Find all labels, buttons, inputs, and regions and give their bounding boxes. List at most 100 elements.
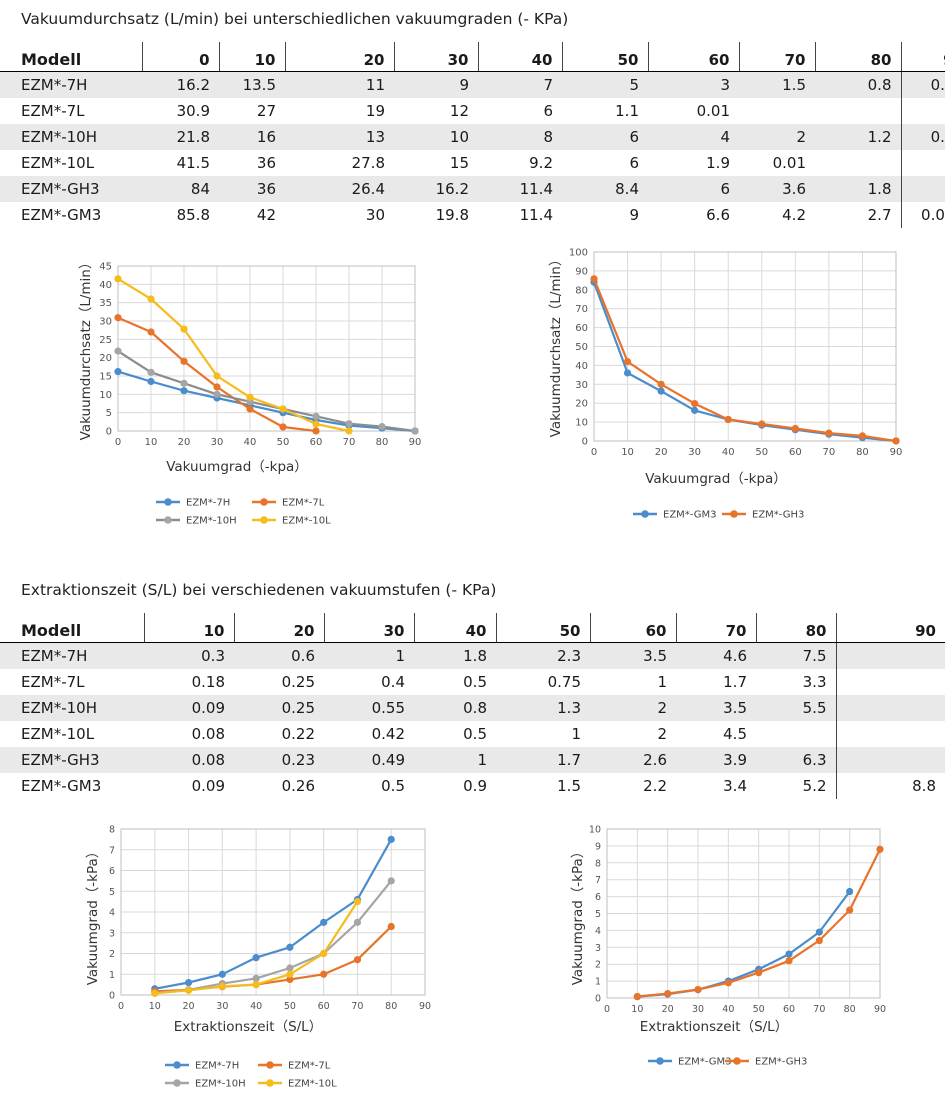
x-tick-label: 10	[631, 1004, 643, 1015]
x-axis-label: Extraktionszeit（S/L）	[640, 1019, 788, 1035]
value-cell: 13	[285, 124, 394, 150]
series-ezm-7l	[114, 314, 320, 435]
x-tick-label: 10	[145, 437, 158, 448]
value-cell: 0.22	[281, 725, 315, 743]
table-row: EZM*-GH3 0.08 0.23 0.49 1 1.7 2.6 3.9 6.3	[0, 747, 945, 773]
x-tick-label: 80	[376, 437, 389, 448]
model-cell: EZM*-10H	[0, 695, 144, 721]
legend-label: EZM*-10L	[282, 516, 331, 527]
header-cell: 30	[393, 42, 478, 72]
legend-item: EZM*-10L	[252, 516, 331, 527]
y-tick-label: 70	[575, 304, 588, 315]
data-point	[320, 970, 328, 978]
data-point	[657, 387, 665, 395]
x-tick-label: 40	[722, 1004, 734, 1015]
value-cell: 0.25	[281, 673, 315, 691]
data-point	[252, 954, 260, 962]
data-point	[246, 393, 254, 401]
data-point	[286, 975, 294, 984]
model-cell: EZM*-7L	[21, 673, 85, 691]
value-cell: 8.4	[562, 176, 648, 202]
legend-marker	[164, 516, 172, 524]
value-cell: 2	[657, 725, 667, 743]
data-point	[623, 358, 632, 366]
value-cell: 0.6	[234, 642, 324, 669]
legend-item: EZM*-10H	[165, 1079, 246, 1090]
legend-label: EZM*-7H	[186, 498, 230, 509]
x-tick-label: 70	[343, 437, 356, 448]
data-point	[213, 372, 221, 380]
value-cell: 0.08	[144, 747, 234, 773]
data-point	[892, 437, 900, 445]
series-ezm-10l	[114, 275, 353, 435]
data-point	[218, 970, 226, 978]
header-cell: 70	[738, 42, 815, 72]
x-tick-label: 50	[753, 1004, 765, 1015]
y-axis-label: Vakuumgrad（-kPa）	[570, 845, 586, 986]
data-point	[286, 970, 294, 978]
y-tick-label: 90	[575, 266, 588, 277]
y-tick-label: 45	[99, 262, 112, 273]
legend-item: EZM*-GH3	[725, 1057, 807, 1068]
data-point	[147, 377, 155, 386]
header-cell: 10	[143, 613, 234, 643]
value-cell: 0.4	[381, 673, 405, 691]
value-cell: 0.26	[281, 777, 315, 795]
y-tick-label: 8	[595, 858, 601, 869]
data-point	[724, 979, 732, 987]
table-row: EZM*-7L 30.9 27 19 12 6 1.1 0.01	[0, 98, 945, 124]
legend-marker	[641, 510, 649, 518]
y-tick-label: 6	[595, 892, 601, 903]
x-tick-label: 70	[351, 1001, 363, 1012]
value-cell: 12	[449, 102, 469, 120]
x-tick-label: 60	[310, 437, 323, 448]
value-cell: 27.8	[351, 154, 385, 172]
x-tick-label: 40	[250, 1001, 262, 1012]
legend-marker	[266, 1079, 274, 1087]
data-point	[623, 369, 632, 377]
value-cell: 6	[648, 176, 739, 202]
chart-1: 0 10 20 30 40 50 60 70 80 90 0 5 10 15 20 25 30 35 40 45 Vak…	[78, 256, 421, 527]
data-point	[755, 969, 763, 977]
y-axis-label: Vakuumgrad（-kPa）	[85, 845, 101, 986]
header-cell: 20	[284, 42, 394, 72]
value-cell: 7	[478, 71, 562, 98]
data-point	[815, 928, 823, 936]
header-cell: 20	[233, 613, 324, 643]
x-tick-label: 90	[874, 1004, 886, 1015]
x-tick-label: 60	[318, 1001, 330, 1012]
x-tick-label: 0	[115, 437, 121, 448]
legend-marker	[260, 516, 268, 524]
value-cell: 9	[394, 71, 478, 98]
legend-item: EZM*-7L	[258, 1061, 331, 1072]
value-cell: 3	[648, 71, 739, 98]
data-point	[180, 379, 188, 387]
value-cell: 11	[285, 71, 394, 98]
y-tick-label: 10	[589, 825, 601, 836]
value-cell: 3.5	[676, 695, 756, 721]
value-cell: 3.5	[590, 642, 676, 669]
value-cell: 1.5	[557, 777, 581, 795]
chart-4: 0 10 20 30 40 50 60 70 80 90 0 1 2 3 4 5 6 7 8 9 10 Extraktio…	[570, 825, 886, 1068]
y-tick-label: 30	[575, 380, 588, 391]
data-point	[246, 405, 254, 413]
value-cell: 2.6	[590, 747, 676, 773]
header-cell: 0	[141, 42, 219, 72]
series-line	[592, 281, 897, 443]
x-tick-label: 50	[284, 1001, 296, 1012]
model-cell: EZM*-7H	[0, 642, 144, 669]
x-axis-label: Vakuumgrad（-kpa）	[645, 471, 787, 487]
value-cell	[900, 150, 945, 176]
model-cell: EZM*-GM3	[21, 206, 102, 224]
table-row: EZM*-10L 41.5 36 27.8 15 9.2 6 1.9 0.01	[0, 150, 945, 176]
legend-marker	[260, 498, 268, 506]
value-cell: 0.5	[463, 725, 487, 743]
value-cell: 11.4	[519, 206, 553, 224]
y-axis-label: Vakuumdurchsatz（L/min）	[78, 256, 94, 441]
value-cell: 0.9	[463, 777, 487, 795]
data-point	[184, 986, 193, 995]
y-tick-label: 3	[595, 943, 601, 954]
legend-label: EZM*-7H	[195, 1061, 239, 1072]
value-cell: 6	[629, 154, 639, 172]
data-point	[252, 981, 260, 989]
